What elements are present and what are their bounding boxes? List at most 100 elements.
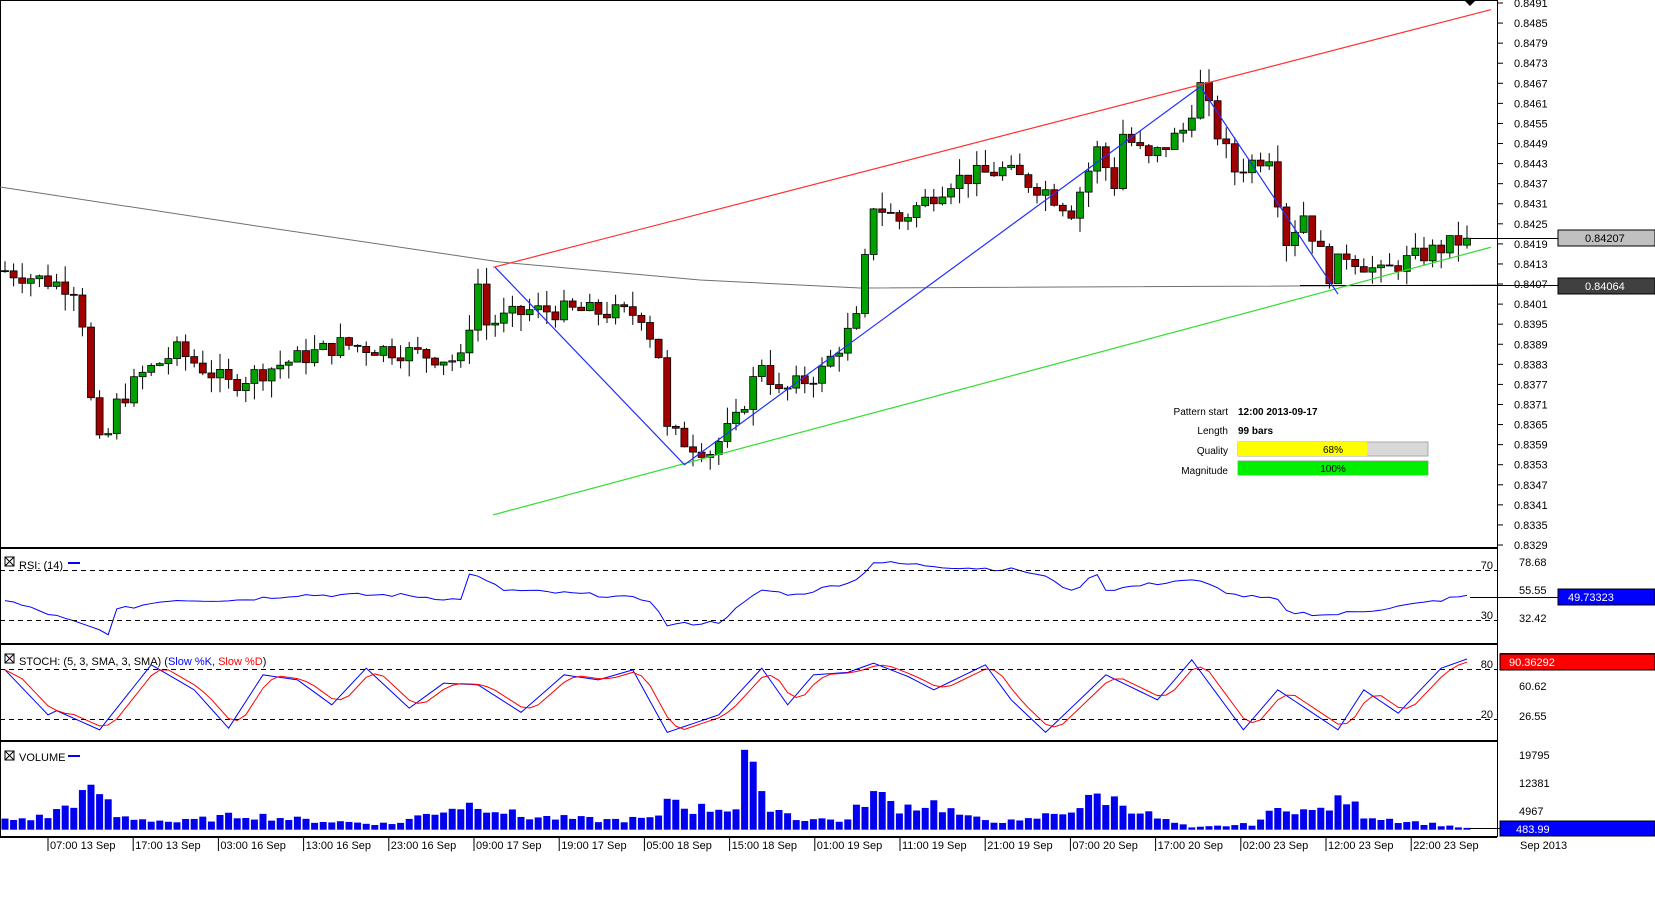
rsi-close-icon[interactable] — [4, 556, 15, 567]
stoch-close-icon[interactable] — [4, 653, 15, 664]
candle-body-down — [637, 314, 646, 323]
candle — [964, 174, 973, 198]
candle — [284, 359, 293, 379]
candle-body-up — [740, 409, 749, 413]
candle — [1463, 225, 1471, 249]
scroll-marker-icon[interactable] — [1464, 0, 1476, 6]
candle — [1058, 202, 1067, 217]
candle — [491, 314, 500, 337]
candle — [35, 274, 44, 288]
moving-average-line — [0, 186, 1498, 289]
candle-body-down — [44, 275, 52, 287]
candle — [818, 357, 826, 393]
volume-bar — [293, 816, 301, 830]
volume-bar — [1274, 808, 1282, 830]
candle-body-up — [26, 278, 35, 284]
price-axis-label: 0.8419 — [1514, 239, 1548, 251]
candle — [353, 344, 362, 353]
candle-body-up — [1445, 235, 1454, 254]
volume-bar — [491, 812, 499, 830]
volume-bar — [302, 818, 310, 830]
volume-bar — [233, 818, 241, 830]
candle-body-down — [1394, 265, 1403, 272]
volume-bar — [1429, 822, 1437, 830]
volume-bar — [104, 799, 112, 830]
candle — [190, 349, 199, 368]
candle-body-up — [921, 196, 930, 207]
price-axis-label: 0.8395 — [1514, 319, 1548, 331]
candle-body-up — [52, 281, 61, 287]
candle — [233, 374, 242, 397]
candle — [482, 267, 491, 340]
volume-bar — [207, 821, 215, 830]
candle-body-down — [1420, 247, 1428, 262]
volume-close-icon[interactable] — [4, 750, 15, 761]
candle-body-down — [413, 347, 422, 350]
candle-body-up — [284, 361, 293, 366]
candle-body-down — [353, 344, 362, 347]
candle — [792, 365, 801, 394]
time-axis-label: 22:00 23 Sep — [1413, 840, 1478, 852]
candle — [250, 365, 259, 400]
volume-bar — [1085, 794, 1093, 830]
candle-body-down — [87, 326, 95, 399]
stoch-axis-high: 60.62 — [1519, 681, 1547, 693]
candle — [1265, 153, 1274, 170]
rsi-panel — [0, 548, 1498, 644]
volume-bar — [861, 806, 869, 830]
volume-bar — [706, 811, 714, 830]
candle-body-up — [1265, 161, 1274, 167]
price-axis-label: 0.8413 — [1514, 259, 1548, 271]
ma-price-box — [1557, 277, 1655, 295]
candle-body-down — [95, 397, 104, 436]
candle — [276, 350, 285, 379]
volume-bar — [1411, 821, 1419, 830]
candle-body-up — [757, 365, 766, 377]
candle — [843, 312, 852, 361]
time-axis-label: 09:00 17 Sep — [476, 840, 541, 852]
candle — [61, 266, 70, 311]
volume-bar — [1343, 804, 1351, 830]
candle — [1, 261, 9, 273]
candle-body-down — [646, 322, 654, 340]
candle — [869, 208, 878, 261]
candle — [1351, 255, 1360, 275]
candle-body-up — [1402, 255, 1411, 272]
stoch-axis-low: 26.55 — [1519, 711, 1547, 723]
volume-bar — [577, 816, 585, 830]
volume-bar — [362, 823, 370, 830]
candle-body-up — [1187, 117, 1196, 131]
volume-bar — [878, 792, 886, 830]
volume-bar — [766, 811, 774, 830]
volume-bar — [801, 821, 809, 830]
volume-bar — [1248, 825, 1256, 830]
candle — [173, 336, 181, 366]
candle-body-down — [981, 164, 990, 173]
time-axis-label: 17:00 13 Sep — [135, 840, 200, 852]
candle — [1196, 69, 1205, 120]
candle — [1394, 260, 1403, 280]
candle — [1230, 137, 1239, 186]
candle — [628, 291, 637, 325]
rsi-70-label: 70 — [1481, 560, 1493, 572]
candle — [9, 263, 18, 287]
candle-body-down — [1205, 82, 1213, 102]
candle-body-up — [1299, 215, 1308, 233]
rsi-value-box — [1557, 588, 1655, 606]
volume-bar — [586, 816, 594, 830]
candle — [1015, 153, 1024, 176]
candle — [1076, 186, 1084, 232]
candle-body-up — [456, 352, 465, 362]
candle — [551, 305, 560, 328]
magnitude-value: 100% — [1320, 464, 1346, 475]
candle-body-down — [1127, 133, 1136, 143]
candle-body-up — [843, 327, 852, 354]
volume-bar — [835, 821, 843, 830]
candle-body-down — [327, 342, 336, 356]
stoch-k-label: Slow %K, — [168, 656, 215, 668]
volume-bar — [474, 808, 482, 830]
candle-body-down — [1015, 164, 1024, 176]
candle — [456, 344, 465, 368]
time-axis-label: 12:00 23 Sep — [1328, 840, 1393, 852]
volume-bar — [182, 818, 190, 830]
